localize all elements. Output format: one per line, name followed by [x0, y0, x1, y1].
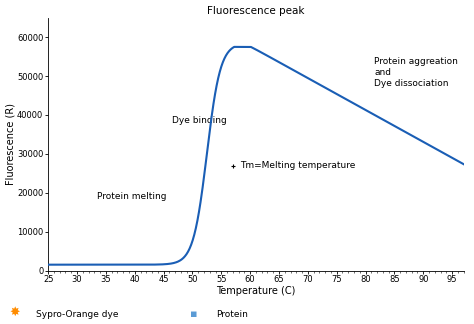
Text: ▪: ▪ [190, 309, 197, 319]
Title: Fluorescence peak: Fluorescence peak [207, 6, 305, 16]
Text: ✸: ✸ [9, 306, 20, 319]
Text: Protein melting: Protein melting [97, 192, 167, 201]
Y-axis label: Fluorescence (R): Fluorescence (R) [6, 103, 16, 185]
Text: Tm=Melting temperature: Tm=Melting temperature [240, 161, 355, 170]
Text: Protein: Protein [216, 310, 247, 319]
Text: Dye binding: Dye binding [172, 116, 227, 125]
Text: Protein aggreation
and
Dye dissociation: Protein aggreation and Dye dissociation [374, 57, 458, 88]
Text: Sypro-Orange dye: Sypro-Orange dye [36, 310, 118, 319]
X-axis label: Temperature (C): Temperature (C) [216, 286, 296, 296]
